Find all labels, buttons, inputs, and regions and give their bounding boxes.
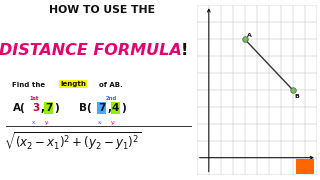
Text: 2nd: 2nd [106, 96, 117, 101]
Text: x₂: x₂ [97, 120, 102, 125]
Text: 7: 7 [45, 103, 52, 113]
Text: A: A [247, 33, 252, 38]
Text: ): ) [121, 103, 126, 113]
Text: ,: , [40, 103, 44, 113]
Text: x₁: x₁ [32, 120, 37, 125]
Text: HOW TO USE THE: HOW TO USE THE [49, 5, 155, 15]
Text: ): ) [54, 103, 59, 113]
Text: 4: 4 [112, 103, 119, 113]
Text: 3: 3 [32, 103, 40, 113]
Bar [296, 159, 314, 174]
Text: 7: 7 [98, 103, 105, 113]
Text: of AB.: of AB. [100, 82, 123, 88]
Text: ,: , [107, 103, 111, 113]
Text: Find the: Find the [12, 82, 45, 88]
Text: $\sqrt{(x_2-x_1)^2+(y_2-y_1)^2}$: $\sqrt{(x_2-x_1)^2+(y_2-y_1)^2}$ [4, 130, 142, 153]
Text: !: ! [180, 43, 188, 58]
Text: length: length [60, 81, 86, 87]
Text: B: B [295, 94, 300, 100]
Text: 1st: 1st [30, 96, 39, 101]
Text: B(: B( [79, 103, 92, 113]
Text: y₁: y₁ [45, 120, 50, 125]
Text: DISTANCE FORMULA: DISTANCE FORMULA [0, 43, 182, 58]
Text: y₂: y₂ [111, 120, 116, 125]
Text: A(: A( [13, 103, 26, 113]
